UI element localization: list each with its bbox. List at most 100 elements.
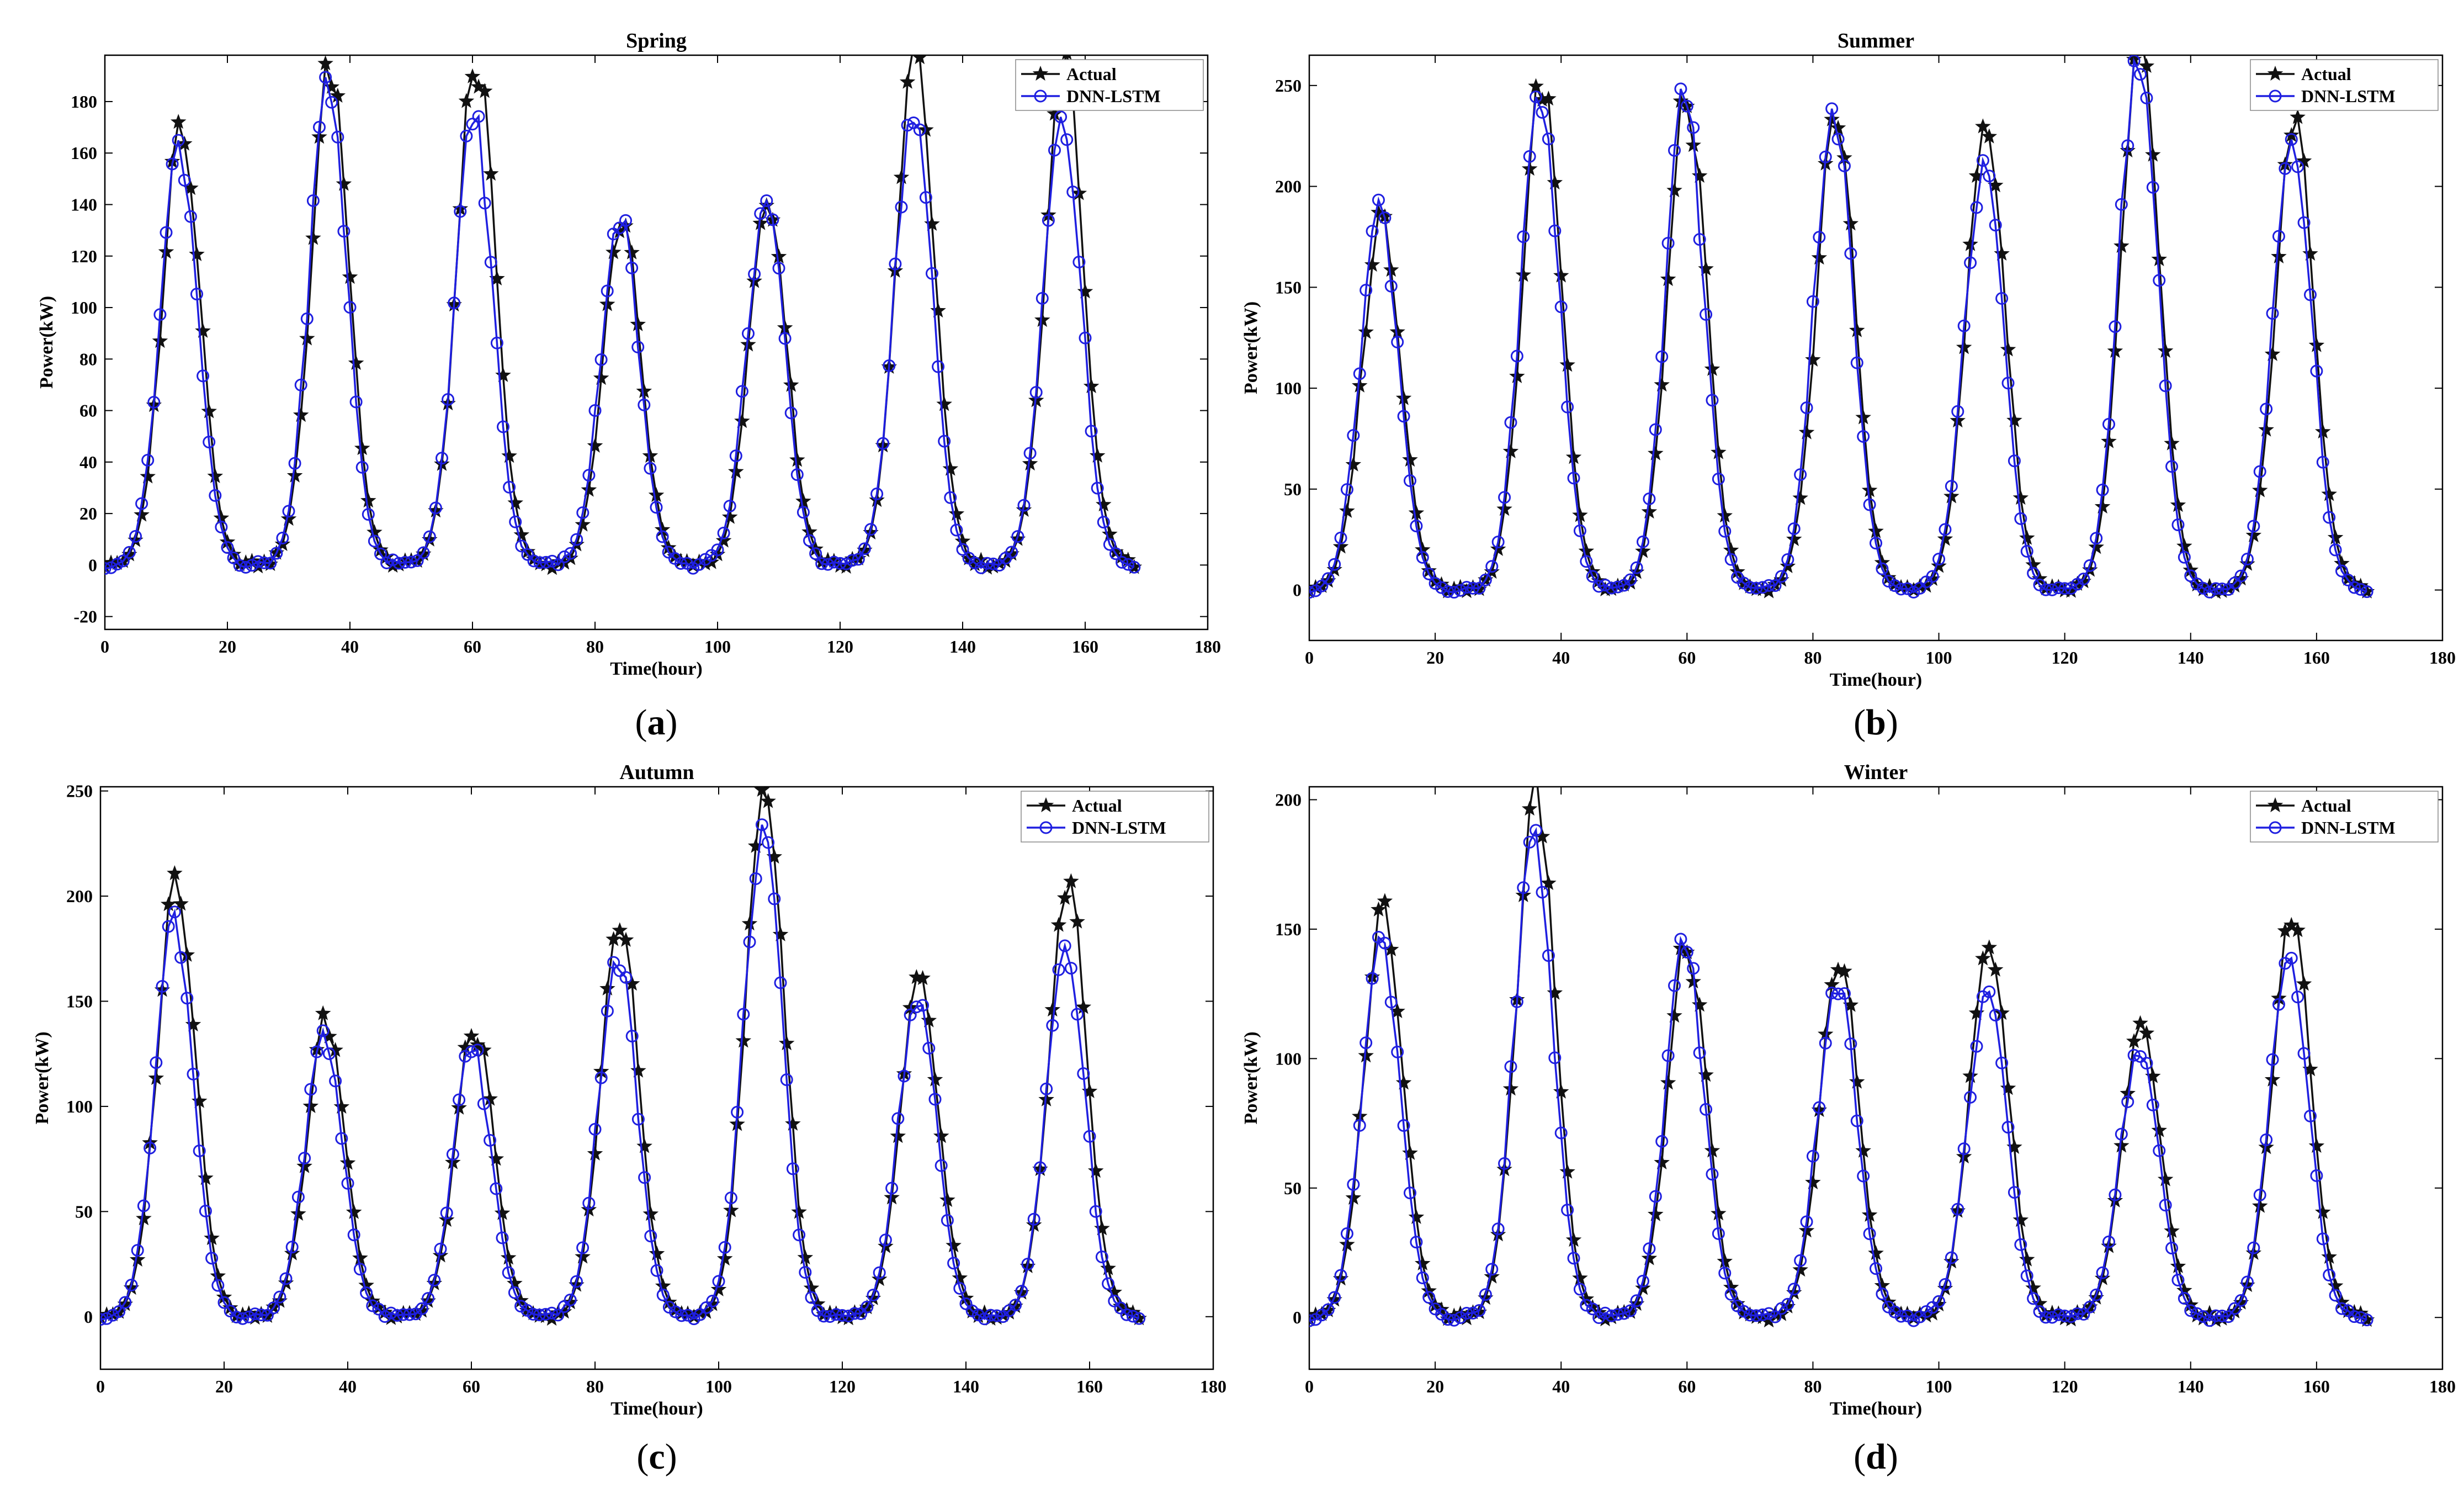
predicted-point xyxy=(799,1265,812,1279)
predicted-point xyxy=(656,530,669,543)
actual-point xyxy=(2296,152,2312,168)
predicted-point xyxy=(754,207,767,220)
predicted-point xyxy=(1561,1204,1574,1217)
predicted-point xyxy=(891,1112,905,1125)
actual-point xyxy=(158,243,174,259)
predicted-point xyxy=(184,210,197,223)
predicted-point xyxy=(840,557,853,570)
predicted-point xyxy=(1510,349,1523,363)
x-tick-label: 20 xyxy=(1426,1376,1444,1396)
actual-point xyxy=(1096,496,1112,512)
predicted-point xyxy=(889,257,902,271)
y-axis-label: Power(kW) xyxy=(1241,301,1261,394)
predicted-point xyxy=(2323,511,2336,524)
x-tick-label: 40 xyxy=(1552,1376,1570,1396)
y-tick-label: 140 xyxy=(71,194,97,214)
predicted-point xyxy=(378,1310,391,1323)
actual-point xyxy=(1635,1280,1651,1295)
actual-point xyxy=(2252,1198,2268,1213)
actual-point xyxy=(2284,917,2300,932)
actual-point xyxy=(2094,499,2111,514)
predicted-point xyxy=(669,1305,682,1318)
predicted-point xyxy=(1548,1051,1562,1064)
x-tick-label: 160 xyxy=(2303,1376,2330,1396)
actual-point xyxy=(2145,146,2161,162)
y-axis-label: Power(kW) xyxy=(32,1031,52,1124)
predicted-point xyxy=(1548,224,1562,237)
predicted-point xyxy=(341,1177,354,1190)
actual-point xyxy=(1610,1305,1626,1320)
actual-point xyxy=(2321,486,2337,501)
x-tick-label: 60 xyxy=(1678,1376,1696,1396)
predicted-point xyxy=(261,1309,274,1322)
actual-point xyxy=(438,1211,455,1227)
predicted-point xyxy=(156,979,169,993)
predicted-point xyxy=(2341,574,2355,587)
actual-point xyxy=(339,1154,356,1170)
predicted-point xyxy=(1781,1297,1794,1311)
actual-point xyxy=(1975,950,1991,966)
predicted-point xyxy=(1756,1308,1769,1321)
predicted-point xyxy=(2279,162,2292,175)
predicted-point xyxy=(987,557,1000,570)
predicted-point xyxy=(1718,1267,1732,1280)
predicted-point xyxy=(135,497,148,510)
predicted-point xyxy=(1054,110,1068,124)
predicted-point xyxy=(1819,1036,1832,1050)
predicted-point xyxy=(861,1300,874,1313)
actual-point xyxy=(581,481,597,497)
predicted-point xyxy=(1072,256,1086,269)
predicted-point xyxy=(1460,581,1473,594)
predicted-point xyxy=(2102,1235,2116,1248)
actual-point xyxy=(795,493,811,509)
predicted-point xyxy=(264,557,277,570)
actual-point xyxy=(1723,1279,1739,1295)
actual-point xyxy=(1081,1083,1098,1098)
actual-point xyxy=(2101,433,2117,448)
plot-frame xyxy=(99,786,1214,1370)
predicted-point xyxy=(594,353,608,366)
predicted-point xyxy=(2102,417,2116,431)
actual-point xyxy=(177,135,193,151)
actual-point xyxy=(1798,1222,1815,1238)
predicted-point xyxy=(2046,1311,2059,1324)
predicted-point xyxy=(956,543,969,556)
predicted-point xyxy=(1479,573,1492,586)
predicted-point xyxy=(434,1242,447,1256)
predicted-point xyxy=(1460,1306,1473,1320)
predicted-point xyxy=(366,1299,379,1312)
predicted-point xyxy=(2020,544,2033,558)
predicted-point xyxy=(1347,429,1360,442)
predicted-point xyxy=(718,1241,731,1254)
predicted-point xyxy=(1787,1283,1801,1296)
actual-point xyxy=(1559,1163,1575,1179)
actual-point xyxy=(1943,488,1959,504)
predicted-point xyxy=(2146,181,2159,194)
predicted-point xyxy=(2070,1307,2084,1320)
predicted-point xyxy=(2329,543,2342,557)
y-tick-label: 150 xyxy=(66,991,93,1011)
predicted-point xyxy=(1410,520,1423,533)
actual-point xyxy=(317,55,333,71)
actual-point xyxy=(280,511,297,526)
predicted-point xyxy=(2354,1311,2367,1324)
predicted-point xyxy=(252,555,264,568)
predicted-point xyxy=(2165,460,2179,473)
predicted-point xyxy=(1857,1169,1870,1183)
predicted-point xyxy=(1775,570,1788,583)
predicted-point xyxy=(386,553,400,566)
predicted-point xyxy=(984,1309,997,1322)
predicted-point xyxy=(928,1093,942,1106)
predicted-point xyxy=(809,547,822,560)
actual-point xyxy=(636,1138,652,1153)
actual-point xyxy=(2075,1305,2092,1320)
actual-point xyxy=(489,270,505,285)
predicted-point xyxy=(1017,499,1031,512)
predicted-point xyxy=(233,559,246,572)
predicted-point xyxy=(477,1097,490,1110)
predicted-point xyxy=(2297,216,2311,229)
actual-point xyxy=(495,367,511,382)
actual-point xyxy=(2170,497,2186,512)
actual-point xyxy=(1389,324,1405,339)
actual-point xyxy=(129,1251,146,1267)
